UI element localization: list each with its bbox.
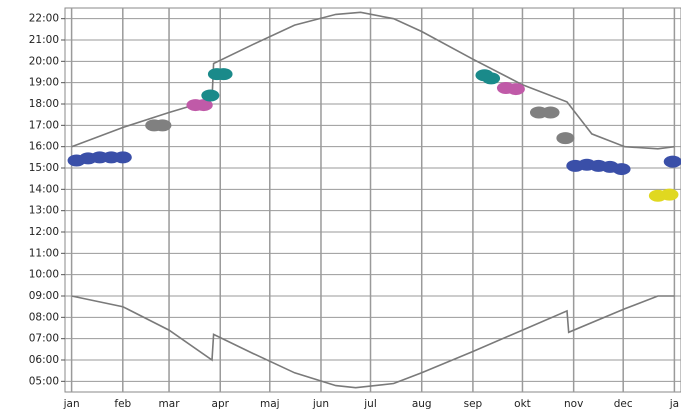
y-tick-label: 13:00	[29, 205, 59, 217]
x-tick-label: feb	[114, 398, 131, 410]
x-tick-label: dec	[614, 398, 633, 410]
x-tick-label: jul	[363, 398, 377, 410]
glare-point	[663, 155, 681, 168]
x-tick-label: okt	[514, 398, 531, 410]
x-tick-label: ja	[669, 398, 679, 410]
y-tick-label: 15:00	[29, 162, 59, 174]
y-tick-label: 11:00	[29, 247, 59, 259]
y-tick-label: 08:00	[29, 311, 59, 323]
x-tick-label: jun	[312, 398, 329, 410]
x-tick-label: apr	[212, 398, 230, 410]
x-tick-label: aug	[412, 398, 432, 410]
x-tick-label: sep	[464, 398, 483, 410]
y-tick-label: 18:00	[29, 98, 59, 110]
line	[71, 295, 675, 389]
glare-point	[482, 72, 501, 85]
y-tick-label: 10:00	[29, 269, 59, 281]
glare-point	[660, 188, 679, 201]
y-tick-label: 17:00	[29, 119, 59, 131]
y-tick-label: 19:00	[29, 77, 59, 89]
glare-point	[194, 99, 213, 112]
glare-point	[153, 119, 172, 132]
y-tick-label: 20:00	[29, 55, 59, 67]
x-tick-label: maj	[260, 398, 280, 410]
y-tick-label: 05:00	[29, 375, 59, 387]
glare-point	[506, 83, 525, 96]
x-tick-label: mar	[159, 398, 181, 410]
glare-point	[556, 132, 575, 145]
y-tick-label: 09:00	[29, 290, 59, 302]
plot-area	[64, 7, 681, 393]
y-tick-label: 12:00	[29, 226, 59, 238]
y-tick-label: 16:00	[29, 141, 59, 153]
y-tick-label: 22:00	[29, 13, 59, 25]
glare-point	[113, 151, 132, 164]
x-tick-label: nov	[564, 398, 583, 410]
y-tick-label: 06:00	[29, 354, 59, 366]
glare-point	[612, 163, 631, 176]
y-tick-label: 14:00	[29, 183, 59, 195]
y-tick-label: 21:00	[29, 34, 59, 46]
glare-point	[541, 106, 560, 119]
glare-point	[214, 68, 233, 81]
glare-point	[201, 89, 220, 102]
x-tick-label: jan	[63, 398, 80, 410]
y-tick-label: 07:00	[29, 333, 59, 345]
